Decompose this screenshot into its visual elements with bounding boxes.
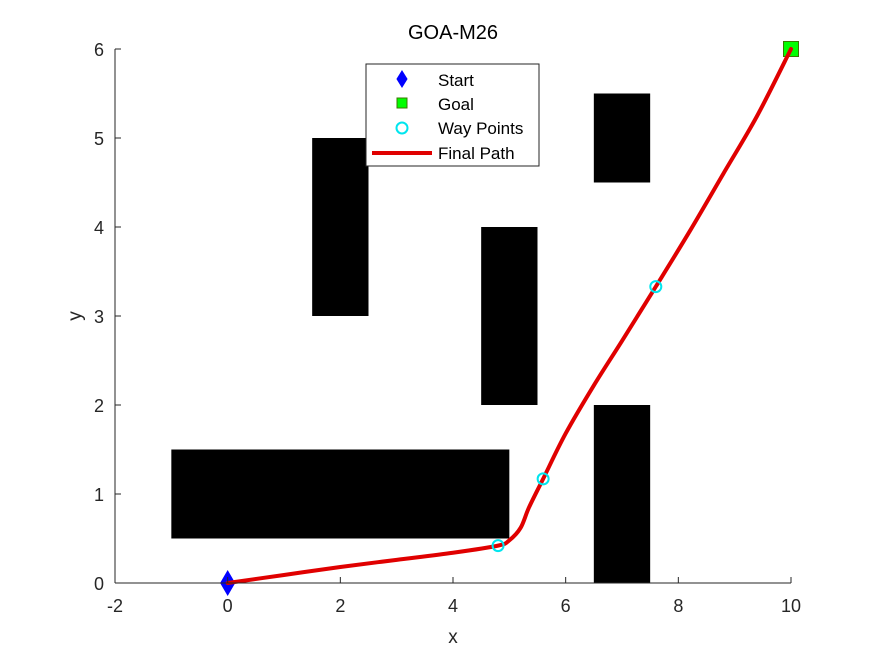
y-tick-label: 3 [94,307,104,327]
legend: Start Goal Way Points Final Path [365,63,540,167]
legend-waypoints-label: Way Points [438,119,523,138]
y-axis-label: y [65,311,86,321]
legend-box [365,63,540,167]
legend-waypoint-icon [395,121,409,135]
x-tick-label: -2 [107,596,123,616]
y-tick-label: 0 [94,574,104,594]
way-point-marker [649,280,663,294]
way-point-marker [491,539,505,553]
legend-goal-label: Goal [438,95,474,114]
x-tick-label: 2 [335,596,345,616]
x-tick-label: 4 [448,596,458,616]
final-path-line [225,47,793,585]
obstacle [312,138,369,316]
way-point-marker [536,472,550,486]
legend-goal-icon [396,97,408,109]
way-points [491,280,663,553]
legend-start-icon [396,70,408,88]
x-tick-label: 6 [561,596,571,616]
y-tick-label: 5 [94,129,104,149]
obstacles [171,93,651,583]
x-ticks: -2 0 2 4 6 8 10 [107,577,801,616]
x-axis-label: x [448,627,458,648]
obstacle [593,93,651,183]
y-tick-label: 6 [94,40,104,60]
obstacle [171,449,510,539]
obstacle [593,405,651,583]
y-tick-label: 4 [94,218,104,238]
y-tick-label: 1 [94,485,104,505]
x-tick-label: 8 [673,596,683,616]
chart-title: GOA-M26 [408,22,498,44]
x-tick-label: 10 [781,596,801,616]
x-tick-label: 0 [223,596,233,616]
obstacle [481,227,538,405]
y-ticks: 0 1 2 3 4 5 6 [94,40,121,594]
legend-start-label: Start [438,71,474,90]
y-tick-label: 2 [94,396,104,416]
legend-path-label: Final Path [438,144,515,163]
